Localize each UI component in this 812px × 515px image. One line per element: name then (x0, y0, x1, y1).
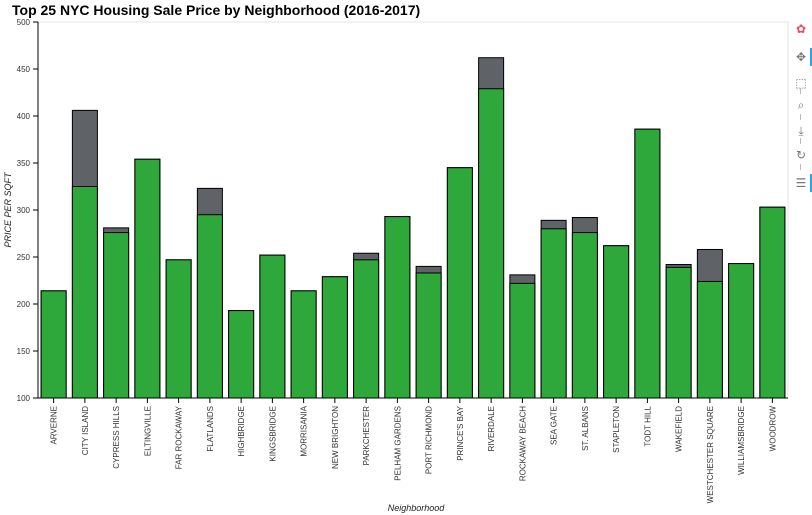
bar-series2-23 (759, 206, 786, 399)
chart-title: Top 25 NYC Housing Sale Price by Neighbo… (12, 2, 420, 18)
bar-series2-5 (196, 214, 223, 399)
x-tick-label-9: NEW BRIGHTON (331, 406, 340, 469)
y-axis-label: PRICE PER SQFT (3, 171, 13, 248)
x-tick-label-5: FLATLANDS (206, 406, 215, 452)
bar-series2-11 (384, 216, 411, 399)
toolbar-divider (800, 114, 801, 120)
x-tick-label-12: PORT RICHMOND (425, 406, 434, 474)
x-tick-label-14: RIVERDALE (487, 406, 496, 451)
x-tick-label-11: PELHAM GARDENS (393, 406, 402, 481)
y-tick-label-3: 250 (17, 253, 31, 262)
bar-series2-14 (478, 88, 505, 399)
toolbar-divider (800, 164, 801, 170)
x-tick-label-23: WOODROW (768, 406, 777, 452)
y-tick-label-4: 300 (17, 206, 31, 215)
bar-series2-0 (40, 290, 67, 399)
x-tick-label-16: SEA GATE (550, 406, 559, 445)
x-tick-label-7: KINGSBRIDGE (268, 406, 277, 462)
x-tick-label-1: CITY ISLAND (81, 406, 90, 455)
x-tick-label-6: HIGHBRIDGE (237, 406, 246, 457)
hover-icon[interactable]: ☰ (792, 174, 812, 192)
y-tick-label-5: 350 (17, 159, 31, 168)
y-tick-label-2: 200 (17, 300, 31, 309)
y-axis: 100 150 200 250 300 350 400 450 500 (17, 18, 39, 403)
x-tick-label-21: WESTCHESTER SQUARE (706, 406, 715, 503)
bar-series2-2 (103, 232, 130, 399)
toolbar-divider (800, 138, 801, 144)
x-tick-label-18: STAPLETON (612, 406, 621, 453)
x-tick-label-10: PARKCHESTER (362, 406, 371, 466)
x-tick-label-8: MORRISANIA (300, 405, 309, 456)
x-tick-label-0: ARVERNE (50, 406, 59, 445)
box-zoom-icon[interactable]: ⬚ (795, 76, 807, 90)
bar-series2-16 (540, 228, 567, 399)
bar-series2-15 (509, 282, 536, 399)
bar-series2-22 (728, 263, 755, 399)
bar-series2-13 (446, 167, 473, 399)
x-tick-label-3: ELTINGVILLE (143, 406, 152, 456)
bar-series2-10 (353, 259, 380, 399)
y-tick-label-6: 400 (17, 112, 31, 121)
x-axis-label: Neighborhood (388, 503, 446, 513)
x-tick-label-4: FAR ROCKAWAY (175, 405, 184, 469)
x-axis: ARVERNE CITY ISLAND CYPRESS HILLS ELTINGVIL… (38, 397, 788, 503)
x-tick-label-17: ST. ALBANS (581, 406, 590, 451)
reset-icon[interactable]: ↻ (795, 148, 807, 162)
x-tick-label-15: ROCKAWAY BEACH (518, 406, 527, 481)
y-tick-label-8: 500 (17, 18, 31, 27)
bar-series2-18 (603, 245, 630, 399)
bar-series2-20 (665, 266, 692, 399)
bar-series2-3 (134, 158, 161, 399)
pan-icon[interactable]: ✥ (792, 48, 812, 66)
y-tick-label-0: 100 (17, 394, 31, 403)
bar-series2-8 (290, 290, 317, 399)
logo-icon: ✿ (795, 22, 807, 36)
x-tick-label-2: CYPRESS HILLS (112, 406, 121, 469)
chart-toolbar: ✿ ✥ ⬚ ⌕ ⤓ ↻ ☰ (788, 18, 812, 198)
toolbar-divider (800, 88, 801, 94)
save-icon[interactable]: ⤓ (798, 123, 804, 138)
bars-group (40, 57, 786, 399)
bar-series2-17 (571, 232, 598, 399)
plot-area (37, 21, 789, 399)
bar-series2-1 (71, 186, 98, 399)
x-tick-label-13: PRINCE'S BAY (456, 405, 465, 460)
y-tick-label-7: 450 (17, 65, 31, 74)
bar-series2-6 (228, 310, 255, 399)
bar-series2-4 (165, 259, 192, 399)
x-tick-label-22: WILLIAMSBRIDGE (737, 406, 746, 475)
wheel-zoom-icon[interactable]: ⌕ (797, 97, 805, 112)
x-tick-label-19: TODT HILL (643, 405, 652, 446)
bar-series2-12 (415, 272, 442, 399)
bar-series2-21 (696, 280, 723, 399)
y-tick-label-1: 150 (17, 347, 31, 356)
x-tick-label-20: WAKEFIELD (675, 406, 684, 452)
bar-series2-7 (259, 254, 286, 399)
bar-series2-19 (634, 128, 661, 399)
bar-series2-9 (321, 276, 348, 399)
